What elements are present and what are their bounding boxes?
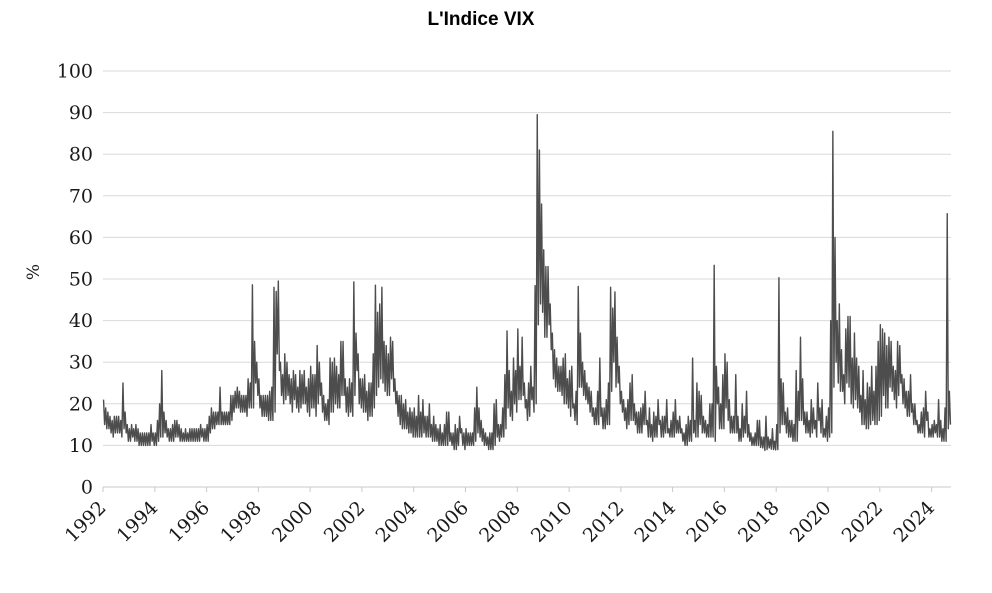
- x-tick-label: 2006: [423, 497, 473, 547]
- x-tick-label: 1994: [113, 497, 163, 547]
- x-tick-label: 2008: [475, 497, 525, 547]
- x-tick-label: 2024: [889, 497, 939, 547]
- x-tick-label: 2018: [734, 497, 784, 547]
- y-tick-label: 30: [69, 352, 93, 374]
- x-tick-label: 1996: [164, 497, 214, 547]
- y-tick-label: 50: [69, 269, 93, 291]
- x-tick-label: 2016: [682, 497, 732, 547]
- x-tick-label: 1992: [61, 497, 111, 547]
- y-tick-label: 70: [69, 185, 93, 207]
- y-tick-label: 40: [69, 310, 93, 332]
- x-tick-label: 2004: [371, 497, 421, 547]
- vix-series-line: [102, 113, 952, 452]
- x-tick-label: 2022: [838, 497, 888, 547]
- x-tick-label: 1998: [216, 497, 266, 547]
- y-tick-label: 90: [69, 102, 93, 124]
- x-tick-label: 2002: [320, 497, 370, 547]
- y-tick-label: 80: [69, 144, 93, 166]
- x-tick-label: 2000: [268, 497, 318, 547]
- x-tick-label: 2010: [527, 497, 577, 547]
- y-tick-label: 0: [81, 477, 93, 499]
- x-tick-label: 2014: [630, 497, 680, 547]
- y-tick-label: 10: [69, 435, 93, 457]
- x-tick-label: 2012: [579, 497, 629, 547]
- y-tick-label: 20: [69, 393, 93, 415]
- y-tick-label: 60: [69, 227, 93, 249]
- x-tick-label: 2020: [786, 497, 836, 547]
- y-tick-label: 100: [57, 61, 93, 83]
- chart-title: L'Indice VIX: [427, 9, 535, 30]
